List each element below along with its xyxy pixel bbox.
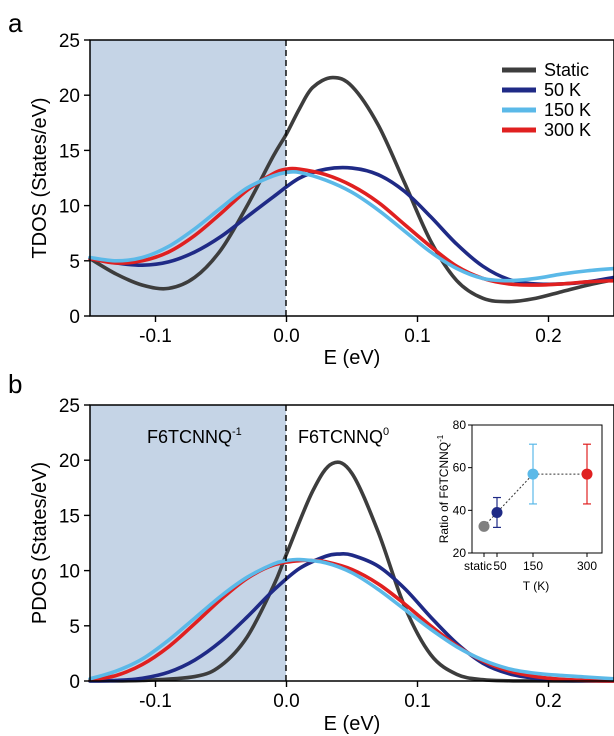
tdos-series-group	[88, 75, 614, 304]
occupied-region-shading	[90, 405, 286, 681]
y-tick-label-b: 5	[69, 617, 80, 638]
panel-letter-b: b	[8, 369, 22, 399]
legend-label-50-k: 50 K	[544, 80, 581, 100]
x-tick-label-b: 0.0	[273, 691, 299, 712]
occupied-region-shading	[90, 40, 286, 316]
x-tick-label-b: 0.2	[535, 691, 561, 712]
inset-x-label: T (K)	[523, 579, 549, 593]
x-tick-label-b: -0.1	[139, 691, 172, 712]
y-tick-label-a: 5	[69, 252, 80, 273]
x-axis-label-a: E (eV)	[324, 347, 381, 369]
inset-ratio-plot: 20 40 60 80 static 50 150 300 T (K) Ratio of F…	[436, 418, 603, 593]
x-tick-label-a: 0.1	[404, 326, 430, 347]
inset-x-tick-label: 300	[577, 559, 597, 573]
anion-region-label: F6TCNNQ-1	[147, 426, 242, 447]
x-ticks-a: -0.1 0.0 0.1 0.2	[139, 316, 562, 347]
y-ticks-b: 0 5 10 15 20 25	[59, 396, 90, 693]
x-tick-label-a: 0.2	[535, 326, 561, 347]
legend-label-150-k: 150 K	[544, 100, 591, 120]
inset-x-tick-label: 150	[523, 559, 543, 573]
series-line-50-k-b	[88, 551, 614, 683]
series-line-static-b	[88, 460, 614, 683]
panel-a: a -0.1 0.0 0.1 0.2 0 5 10 15 20 25 E (eV) TDOS (…	[8, 8, 614, 369]
y-axis-label-b: PDOS (States/eV)	[29, 462, 51, 624]
inset-y-tick-label: 20	[453, 546, 467, 560]
inset-y-tick-label: 60	[453, 461, 467, 475]
inset-x-tick-label: static	[464, 559, 492, 573]
inset-point-50	[491, 506, 503, 518]
x-tick-label-a: 0.0	[273, 326, 299, 347]
y-tick-label-b: 10	[59, 562, 80, 583]
inset-points	[478, 443, 593, 532]
y-tick-label-b: 0	[69, 672, 80, 693]
inset-point-300	[581, 468, 593, 480]
series-line-300-k-a	[88, 166, 614, 287]
y-tick-label-a: 15	[59, 141, 80, 162]
y-tick-label-b: 25	[59, 396, 80, 417]
y-tick-label-a: 10	[59, 197, 80, 218]
y-ticks-a: 0 5 10 15 20 25	[59, 31, 90, 328]
y-axis-label-a: TDOS (States/eV)	[29, 97, 51, 258]
pdos-series-group	[88, 460, 614, 683]
plot-frame-b	[89, 404, 614, 682]
y-tick-label-b: 20	[59, 451, 80, 472]
inset-point-static	[478, 520, 490, 532]
x-axis-label-b: E (eV)	[324, 713, 381, 735]
series-line-150-k-a	[88, 169, 614, 283]
panel-letter-a: a	[8, 8, 23, 38]
neutral-region-label: F6TCNNQ0	[298, 426, 389, 447]
inset-y-tick-label: 40	[453, 503, 467, 517]
x-tick-label-b: 0.1	[404, 691, 430, 712]
y-tick-label-a: 0	[69, 307, 80, 328]
x-tick-label-a: -0.1	[139, 326, 172, 347]
inset-x-tick-label: 50	[493, 559, 507, 573]
inset-y-ticks: 20 40 60 80	[453, 418, 472, 560]
legend-label-static: Static	[544, 60, 589, 80]
inset-x-ticks: static 50 150 300	[464, 553, 597, 573]
y-tick-label-a: 20	[59, 86, 80, 107]
x-ticks-b: -0.1 0.0 0.1 0.2	[139, 681, 562, 712]
series-line-static-a	[88, 75, 614, 304]
y-tick-label-a: 25	[59, 31, 80, 52]
inset-frame	[471, 424, 603, 554]
y-tick-label-b: 15	[59, 506, 80, 527]
plot-frame-a	[89, 39, 614, 317]
inset-point-150	[527, 468, 539, 480]
inset-y-tick-label: 80	[453, 418, 467, 432]
series-line-150-k-b	[88, 557, 614, 681]
panel-b: b -0.1 0.0 0.1 0.2 0 5 10 15 20 25 E (eV) PDOS (…	[8, 369, 614, 735]
inset-connector-line	[483, 473, 587, 527]
legend-label-300-k: 300 K	[544, 120, 591, 140]
inset-y-label: Ratio of F6TCNNQ-1	[436, 434, 451, 543]
